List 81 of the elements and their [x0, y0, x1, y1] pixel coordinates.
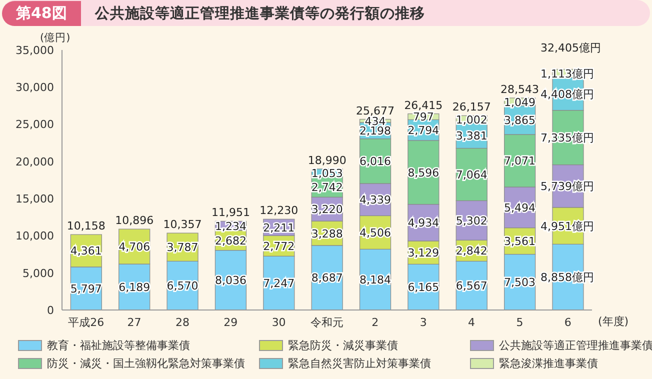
text: 第48図: [2, 0, 81, 26]
data-label: 6,567: [456, 280, 488, 293]
x-tick-label: 4: [468, 316, 476, 329]
data-label: 3,129: [408, 246, 440, 260]
total-label: 11,951: [211, 206, 250, 220]
data-label: 4,339: [360, 194, 392, 207]
legend-label: 緊急自然災害防止対策事業債: [288, 356, 431, 371]
x-tick-label: 27: [127, 316, 142, 329]
data-label: 1,234: [214, 220, 246, 233]
data-label: 8,596: [408, 166, 440, 180]
x-tick-label: 29: [224, 316, 238, 329]
x-axis-title: (年度): [598, 314, 629, 329]
data-label: 8,036: [214, 274, 246, 288]
legend-label: 緊急浚渫推進事業債: [499, 356, 598, 371]
data-label: 8,687: [311, 272, 343, 285]
data-label: 3,787: [166, 241, 198, 254]
data-label: 2,742: [311, 180, 343, 194]
data-label: 2,198: [360, 124, 392, 138]
data-label: 6,189: [118, 281, 150, 294]
total-label: 10,896: [115, 214, 154, 228]
data-label: 3,381: [456, 130, 488, 143]
y-tick-label: 5,000: [22, 266, 54, 280]
data-label: 7,064: [456, 168, 488, 182]
total-label: 10,357: [163, 218, 202, 232]
y-tick-label: 10,000: [16, 230, 54, 243]
data-label: 3,220: [311, 203, 343, 216]
data-label: 7,247: [263, 277, 295, 290]
data-label: 2,794: [408, 124, 440, 138]
data-label: 6,016: [360, 155, 392, 168]
data-label: 6,165: [408, 281, 440, 294]
data-label: 4,361: [70, 244, 102, 258]
data-label: 797: [412, 110, 434, 124]
data-label: 7,071: [504, 154, 536, 168]
data-label: 3,865: [504, 114, 536, 128]
legend-label: 防災・減災・国土強靱化緊急対策事業債: [47, 356, 245, 371]
total-label: 18,990: [308, 154, 346, 167]
total-label: 10,158: [66, 220, 106, 233]
x-tick-label: 30: [272, 316, 286, 329]
y-tick-label: 25,000: [16, 118, 54, 132]
data-label: 1,053: [311, 166, 343, 180]
y-tick-label: 0: [47, 304, 54, 317]
x-tick-label: 5: [516, 316, 524, 329]
data-label: 4,506: [360, 226, 392, 240]
data-label: 4,706: [118, 240, 150, 254]
data-label: 5,494: [504, 201, 536, 214]
total-label: 32,405億円: [540, 41, 601, 54]
data-label: 3,288: [311, 227, 343, 240]
x-tick-label: 6: [564, 316, 572, 329]
total-label: 26,415: [404, 98, 443, 112]
data-label: 4,934: [408, 216, 440, 230]
data-label: 2,772: [263, 240, 295, 253]
x-tick-label: 平成26: [68, 316, 104, 329]
data-label: 2,211: [263, 221, 295, 234]
x-tick-label: 3: [420, 316, 427, 329]
x-tick-label: 2: [372, 316, 379, 329]
data-label: 3,561: [504, 235, 536, 248]
y-tick-label: 15,000: [16, 192, 54, 206]
x-tick-label: 令和元: [310, 316, 344, 329]
data-label: 1,113億円: [540, 67, 594, 80]
legend-label: 緊急防災・減災事業債: [288, 338, 398, 353]
data-label: 1,049: [504, 96, 536, 109]
y-tick-label: 30,000: [16, 81, 54, 94]
chart-title: 公共施設等適正管理推進事業債等の発行額の推移: [94, 4, 425, 22]
data-label: 5,739億円: [540, 180, 594, 194]
data-label: 5,797: [70, 282, 102, 296]
y-tick-label: 35,000: [16, 44, 54, 57]
y-tick-label: 20,000: [16, 155, 54, 168]
legend-label: 教育・福祉施設等整備事業債: [47, 338, 190, 353]
data-label: 8,184: [360, 274, 392, 287]
total-label: 28,543: [500, 82, 540, 96]
data-label: 6,570: [166, 280, 198, 293]
data-label: 2,842: [456, 244, 488, 258]
total-label: 12,230: [260, 204, 298, 218]
y-axis-title: (億円): [40, 31, 70, 45]
data-label: 5,302: [456, 214, 488, 228]
total-label: 25,677: [356, 104, 395, 118]
data-label: 7,503: [504, 276, 536, 290]
total-label: 26,157: [452, 100, 491, 114]
data-label: 2,682: [214, 234, 246, 248]
data-label: 1,002: [456, 113, 488, 126]
x-tick-label: 28: [175, 316, 190, 329]
